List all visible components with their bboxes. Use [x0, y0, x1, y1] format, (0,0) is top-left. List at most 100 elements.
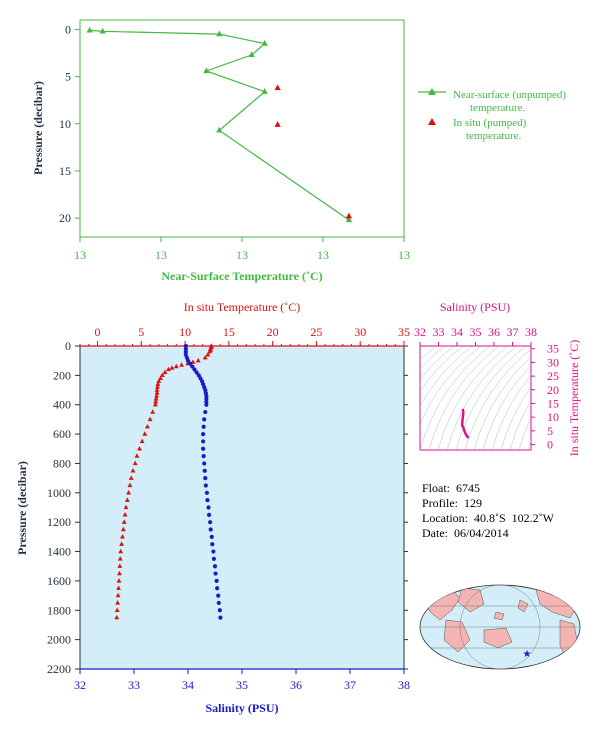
near-surface-x-tick-label: 13: [236, 248, 248, 262]
profile-y-tick-label: 1200: [47, 515, 71, 529]
salinity-point: [183, 349, 188, 354]
ts-temperature-tick-label: 35: [547, 342, 559, 356]
temperature-point: [114, 607, 120, 612]
profile-temperature-ticks: 0 5 10 15 20 25 30 35: [79, 325, 410, 346]
temperature-point: [116, 585, 121, 590]
ts-density-contour: [482, 365, 531, 450]
pumped-point: [274, 121, 281, 127]
salinity-point: [211, 549, 216, 554]
profile-y-tick-label: 2000: [47, 633, 71, 647]
profile-temperature-tick-label: 25: [310, 325, 322, 339]
salinity-point: [204, 490, 209, 495]
salinity-point: [217, 608, 222, 613]
temperature-point: [118, 548, 124, 554]
profile-chart: 0200400600800100012001400160018002000220…: [15, 300, 410, 715]
profile-y-tick-label: 400: [53, 398, 71, 412]
salinity-point: [185, 358, 191, 363]
profile-temperature-axis-label: In situ Temperature (˚C): [184, 300, 301, 314]
ts-temperature-tick-label: 20: [547, 383, 559, 397]
profile-salinity-tick-label: 35: [236, 678, 248, 692]
near-surface-legend: Near-surface (unpumped) temperature. In …: [418, 88, 569, 142]
temperature-point: [153, 396, 159, 401]
near-surface-y-axis-label: Pressure (decibar): [31, 81, 45, 175]
near-surface-point: [248, 51, 255, 58]
salinity-point: [183, 343, 188, 349]
temperature-point: [147, 416, 153, 422]
salinity-point: [203, 476, 208, 481]
date: Date: 06/04/2014: [422, 526, 509, 540]
ts-salinity-tick-label: 37: [507, 325, 519, 339]
salinity-point: [201, 454, 206, 459]
temperature-point: [120, 526, 126, 532]
ts-salinity-tick-label: 35: [470, 325, 482, 339]
temperature-point: [150, 409, 156, 414]
ts-temperature-tick-label: 0: [547, 438, 553, 452]
ts-density-contour: [420, 346, 482, 426]
near-surface-x-tick-label: 13: [317, 248, 329, 262]
near-surface-plot-frame: [79, 19, 405, 238]
near-surface-y-ticks: 0 5 10 15 20: [59, 22, 80, 225]
temperature-point: [173, 363, 179, 369]
ts-temperature-tick-label: 25: [547, 369, 559, 383]
near-surface-x-tick-label: 13: [74, 248, 86, 262]
profile-salinity-tick-label: 32: [74, 678, 86, 692]
ts-density-contour: [455, 346, 527, 450]
near-surface-x-tick-label: 13: [155, 248, 167, 262]
profile-temperature-tick-label: 35: [398, 325, 410, 339]
ts-density-contour: [420, 346, 473, 407]
salinity-point: [210, 542, 215, 547]
temperature-point: [117, 556, 123, 561]
temperature-point: [117, 563, 123, 568]
salinity-point: [192, 367, 197, 372]
temperature-point: [132, 460, 138, 466]
salinity-point: [215, 586, 220, 591]
temperature-point: [154, 390, 160, 395]
ts-density-contour: [437, 346, 509, 450]
near-surface-y-tick-label: 20: [59, 211, 71, 225]
temperature-point: [195, 357, 201, 363]
legend-unpumped-marker: [428, 88, 436, 95]
temperature-point: [155, 384, 160, 389]
temperature-point: [134, 453, 140, 458]
pumped-point: [274, 84, 281, 91]
ts-density-contour: [446, 346, 518, 450]
near-surface-temperature-points: [86, 26, 353, 223]
temperature-point: [202, 354, 208, 360]
profile-y-tick-label: 800: [53, 456, 71, 470]
profile-y-tick-label: 200: [53, 368, 71, 382]
profile-y-tick-label: 2200: [47, 662, 71, 676]
ts-salinity-tick-label: 33: [433, 325, 445, 339]
profile-y-tick-label: 1800: [47, 603, 71, 617]
ts-density-contour: [420, 346, 491, 450]
ts-temperature-axis-label: In situ Temperature (˚C): [567, 340, 581, 457]
ts-density-contour: [420, 346, 437, 360]
ts-density-contour: [420, 346, 455, 380]
salinity-point: [203, 483, 208, 488]
temperature-point: [179, 362, 185, 367]
legend-unpumped-label: Near-surface (unpumped) temperature.: [453, 89, 569, 114]
salinity-point: [218, 615, 223, 620]
temperature-point: [126, 490, 132, 495]
ts-density-contour: [518, 417, 531, 450]
ts-density-contour: [428, 346, 500, 450]
salinity-point: [214, 578, 219, 584]
salinity-point: [202, 417, 207, 422]
profile-salinity-tick-label: 37: [344, 678, 356, 692]
ts-curve: [460, 408, 470, 439]
near-surface-point: [261, 88, 268, 94]
salinity-point: [212, 564, 218, 569]
salinity-point: [204, 399, 209, 404]
salinity-point: [208, 520, 213, 525]
temperature-point: [159, 372, 165, 378]
legend-pumped-marker: [428, 118, 436, 125]
temperature-point: [116, 570, 122, 576]
salinity-point: [204, 393, 209, 399]
salinity-point: [208, 527, 213, 532]
temperature-point: [154, 393, 160, 398]
profile-salinity-axis-label: Salinity (PSU): [205, 701, 278, 715]
profile-temperature-tick-label: 5: [138, 325, 144, 339]
temperature-point: [130, 467, 136, 473]
temperature-point: [124, 497, 130, 502]
